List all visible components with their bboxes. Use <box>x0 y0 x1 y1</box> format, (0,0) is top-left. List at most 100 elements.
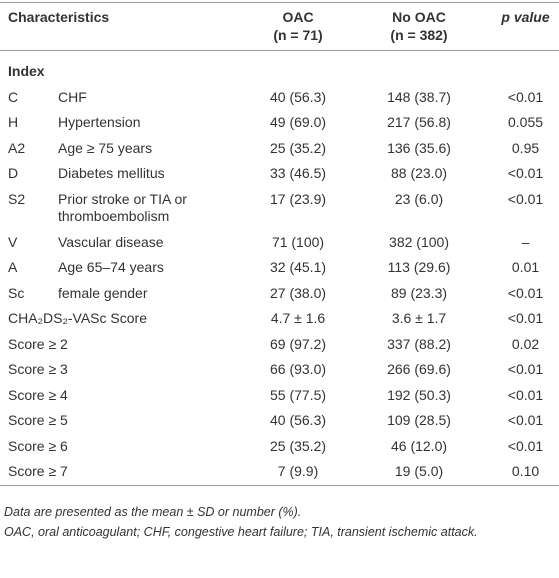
value-cell: 27 (38.0) <box>269 284 327 301</box>
value-cell: 25 (35.2) <box>269 437 327 454</box>
value-cell: 0.02 <box>511 335 540 352</box>
value-cell: <0.01 <box>507 165 544 181</box>
value-cell: 0.95 <box>511 139 540 156</box>
label-cell: Score ≥ 6 <box>8 437 68 454</box>
table-row: Sc female gender 27 (38.0) 89 (23.3) <0.01 <box>0 281 559 307</box>
value-cell: 109 (28.5) <box>387 412 451 428</box>
value-cell: <0.01 <box>507 88 544 105</box>
value-cell: 32 (45.1) <box>269 259 327 275</box>
table-row: A2 Age ≥ 75 years 25 (35.2) 136 (35.6) 0.95 <box>0 136 559 162</box>
value-cell: 266 (69.6) <box>387 361 451 377</box>
table-body: Index C CHF 40 (56.3) 148 (38.7) <0.01 H Hyper… <box>0 51 559 486</box>
value-cell: 382 (100) <box>389 233 449 250</box>
header-row: Characteristics OAC (n = 71) No OAC (n = 3… <box>0 2 559 51</box>
code-cell: H <box>8 114 19 130</box>
value-cell: 19 (5.0) <box>346 459 493 486</box>
label-cell: Age ≥ 75 years <box>58 139 153 156</box>
value-cell: <0.01 <box>507 361 544 377</box>
code-cell: S2 <box>8 190 26 207</box>
label-cell: Score ≥ 4 <box>8 386 68 403</box>
value-cell: 25 (35.2) <box>269 139 327 156</box>
header-text: No OAC <box>392 9 446 25</box>
code-cell: V <box>8 233 18 250</box>
value-cell: <0.01 <box>507 190 544 207</box>
label-cell: Score ≥ 7 <box>0 459 251 486</box>
table-row: Score ≥ 3 66 (93.0) 266 (69.6) <0.01 <box>0 357 559 383</box>
header-cell: OAC (n = 71) <box>250 2 347 51</box>
table-row: H Hypertension 49 (69.0) 217 (56.8) 0.055 <box>0 110 559 136</box>
header-text: (n = 382) <box>390 26 448 43</box>
header-cell: Characteristics <box>0 2 251 51</box>
value-cell: <0.01 <box>507 437 544 454</box>
value-cell: 17 (23.9) <box>269 190 327 207</box>
header-text: OAC <box>282 9 314 25</box>
label-cell: Score ≥ 3 <box>8 361 68 377</box>
label-cell: female gender <box>58 284 148 301</box>
footnote: OAC, oral anticoagulant; CHF, congestive… <box>4 524 478 539</box>
data-table: Characteristics OAC (n = 71) No OAC (n = 3… <box>0 2 559 486</box>
value-cell: <0.01 <box>507 310 544 326</box>
code-cell: D <box>8 165 19 181</box>
code-cell: A2 <box>8 139 26 156</box>
header-text: (n = 71) <box>273 26 323 43</box>
value-cell: 7 (9.9) <box>250 459 347 486</box>
label-cell: CHA₂DS₂-VASc Score <box>8 310 147 326</box>
value-cell: 4.7 ± 1.6 <box>270 310 326 326</box>
value-cell: 49 (69.0) <box>269 114 327 130</box>
section-row: Index <box>0 51 559 85</box>
value-cell: 217 (56.8) <box>387 114 451 130</box>
table-row: C CHF 40 (56.3) 148 (38.7) <0.01 <box>0 85 559 111</box>
value-cell: 23 (6.0) <box>394 190 444 207</box>
table-row: Score ≥ 5 40 (56.3) 109 (28.5) <0.01 <box>0 408 559 434</box>
value-cell: <0.01 <box>507 412 544 428</box>
label-cell: Hypertension <box>58 114 141 130</box>
label-cell: Score ≥ 2 <box>8 335 68 352</box>
value-cell: 88 (23.0) <box>390 165 448 181</box>
label-cell: CHF <box>58 88 87 105</box>
table-row: D Diabetes mellitus 33 (46.5) 88 (23.0) <0.0… <box>0 161 559 187</box>
value-cell: 136 (35.6) <box>387 139 451 156</box>
value-cell: <0.01 <box>507 386 544 403</box>
table-row: Score ≥ 6 25 (35.2) 46 (12.0) <0.01 <box>0 434 559 460</box>
value-cell: 71 (100) <box>271 233 325 250</box>
label-cell: Age 65–74 years <box>58 259 164 275</box>
value-cell: 89 (23.3) <box>390 284 448 301</box>
value-cell: <0.01 <box>507 284 544 301</box>
value-cell: 33 (46.5) <box>269 165 327 181</box>
label-cell: Score ≥ 5 <box>8 412 68 428</box>
label-cell: Diabetes mellitus <box>58 165 165 181</box>
section-cell: Index <box>8 63 45 79</box>
code-cell: A <box>8 259 18 275</box>
value-cell: 0.10 <box>492 459 559 486</box>
table-row: CHA₂DS₂-VASc Score 4.7 ± 1.6 3.6 ± 1.7 <0.0… <box>0 306 559 332</box>
label-cell: Vascular disease <box>58 233 164 250</box>
value-cell: 55 (77.5) <box>269 386 327 403</box>
value-cell: 148 (38.7) <box>387 88 451 105</box>
value-cell: 46 (12.0) <box>390 437 448 454</box>
value-cell: 40 (56.3) <box>269 88 327 105</box>
value-cell: 0.01 <box>511 259 540 275</box>
value-cell: – <box>521 233 530 250</box>
table-row: Score ≥ 4 55 (77.5) 192 (50.3) <0.01 <box>0 383 559 409</box>
table-row: A Age 65–74 years 32 (45.1) 113 (29.6) 0.01 <box>0 255 559 281</box>
header-cell: p value <box>492 2 559 51</box>
code-cell: C <box>8 88 19 105</box>
value-cell: 66 (93.0) <box>269 361 327 377</box>
table-row: V Vascular disease 71 (100) 382 (100) – <box>0 230 559 256</box>
value-cell: 337 (88.2) <box>387 335 451 352</box>
label-cell: Prior stroke or TIA or thromboembolism <box>58 190 187 225</box>
value-cell: 0.055 <box>507 114 544 130</box>
value-cell: 40 (56.3) <box>269 412 327 428</box>
table-row: S2 Prior stroke or TIA or thromboembolism… <box>0 187 559 230</box>
code-cell: Sc <box>8 284 25 301</box>
header-cell: No OAC (n = 382) <box>346 2 493 51</box>
value-cell: 192 (50.3) <box>387 386 451 403</box>
footnotes: Data are presented as the mean ± SD or n… <box>0 502 559 542</box>
footnote: Data are presented as the mean ± SD or n… <box>4 504 302 519</box>
value-cell: 3.6 ± 1.7 <box>391 310 447 326</box>
table-row: Score ≥ 2 69 (97.2) 337 (88.2) 0.02 <box>0 332 559 358</box>
value-cell: 113 (29.6) <box>387 259 451 275</box>
header-text: p value <box>501 9 550 25</box>
